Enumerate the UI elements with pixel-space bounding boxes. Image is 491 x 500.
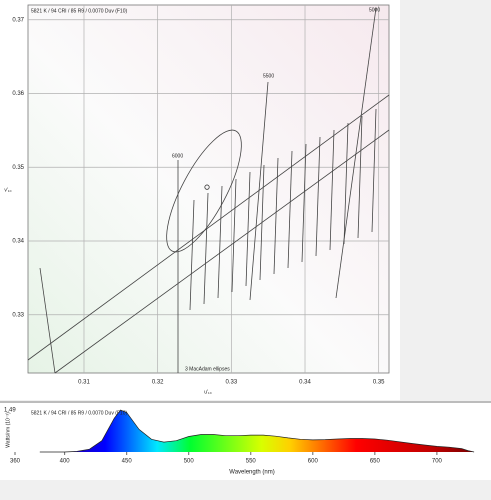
- isotherm: [273, 157, 279, 275]
- isotherm: [315, 136, 321, 257]
- macadam-ellipse: [166, 129, 242, 253]
- chart-title: 5821 K / 94 CRI / 85 R9 / 0.0070 Duv (F1…: [31, 8, 127, 14]
- x-tick-label: 0.32: [152, 380, 164, 386]
- y-tick-label: 1.49: [4, 408, 16, 414]
- x-tick-label: 0.34: [299, 380, 311, 386]
- spectrum-area: [39, 410, 475, 452]
- annotation: 5500: [263, 73, 274, 79]
- x-axis-label: Wavelength (nm): [229, 470, 274, 476]
- x-tick-label: 400: [60, 459, 71, 465]
- isotherm: [189, 199, 195, 311]
- isotherm: [329, 129, 335, 251]
- x-tick-label: 0.33: [225, 380, 237, 386]
- annotation: 3 MacAdam ellipses: [185, 366, 230, 372]
- isotherm: [231, 178, 237, 293]
- x-tick-label: 0.35: [373, 380, 385, 386]
- annotation: 5000: [369, 7, 380, 13]
- point: [204, 184, 210, 190]
- x-tick-label: 600: [308, 459, 319, 465]
- spectrum-line: [39, 409, 475, 453]
- isotherm: [203, 192, 209, 305]
- x-tick-label: 450: [122, 459, 133, 465]
- y-tick-label: 0.33: [12, 312, 24, 318]
- chart-title: 5821 K / 94 CRI / 85 R9 / 0.0070 Duv (F1…: [31, 410, 127, 416]
- chromaticity-chart: 0.31 0.32 0.33 0.34 0.35 0.33 0.34 0.35 0.36 0.37…: [4, 5, 390, 395]
- y-axis-label: Watts/nm (10⁻³): [5, 412, 11, 448]
- y-tick-label: 0.36: [12, 91, 24, 97]
- x-tick-label: 550: [246, 459, 257, 465]
- isotherm: [343, 122, 349, 245]
- locus-line: [54, 129, 390, 374]
- x-tick-label: 700: [432, 459, 443, 465]
- locus-line: [27, 94, 390, 361]
- isotherm: [371, 108, 377, 233]
- y-tick-label: 0.35: [12, 165, 24, 171]
- isotherm: [249, 81, 269, 301]
- x-tick-label: 650: [370, 459, 381, 465]
- isotherm: [357, 115, 363, 239]
- x-tick-label: 0.31: [78, 380, 90, 386]
- isotherm: [259, 164, 265, 281]
- isotherm: [301, 143, 307, 263]
- y-tick-label: 0.34: [12, 239, 24, 245]
- isotherm: [39, 267, 56, 374]
- spectrum-chart: 360 400 450 500 550 600 650 700 1.49 5821 K / 94 …: [4, 408, 475, 476]
- isotherm: [245, 171, 251, 287]
- x-tick-label: 360: [10, 459, 21, 465]
- isotherm: [287, 150, 293, 269]
- x-tick-label: 500: [184, 459, 195, 465]
- annotation: 6000: [172, 153, 183, 159]
- x-axis-label: u'₁₀: [204, 389, 212, 395]
- isotherm: [335, 7, 377, 299]
- y-tick-label: 0.37: [12, 17, 24, 23]
- y-axis-label: v'₁₀: [4, 187, 11, 193]
